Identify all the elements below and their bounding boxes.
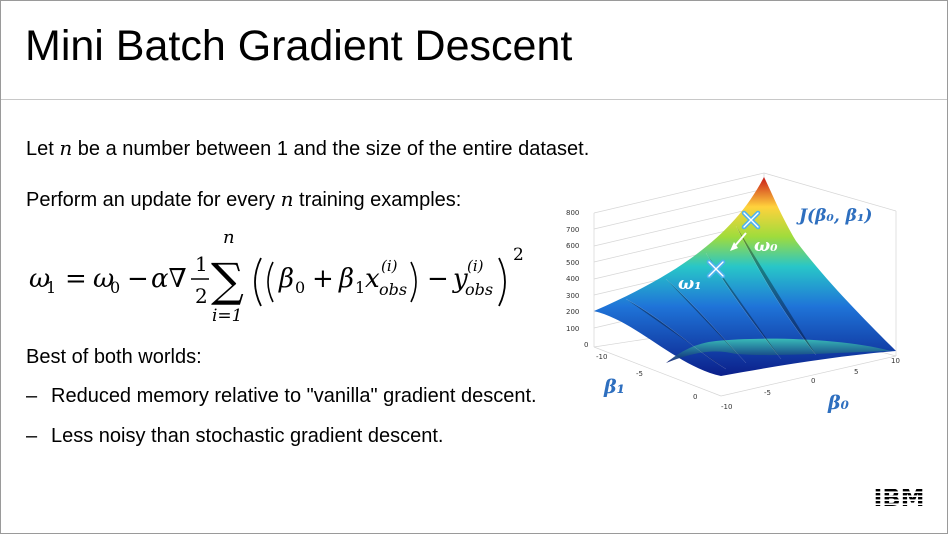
bullet-dash: – xyxy=(26,425,38,447)
z-tick: 200 xyxy=(566,308,579,316)
title-divider xyxy=(1,99,947,100)
formula-equals: = xyxy=(65,264,87,294)
formula-exponent: 2 xyxy=(513,245,524,265)
formula-sigma: ∑ xyxy=(211,253,244,307)
cost-surface xyxy=(594,177,896,376)
j-cost-label: J(β₀, β₁) xyxy=(796,206,872,226)
beta0-tick: -10 xyxy=(721,403,732,411)
formula-minus: − xyxy=(127,264,149,294)
bullet-dash: – xyxy=(26,385,38,407)
beta1-tick: 0 xyxy=(693,393,697,401)
slide-title: Mini Batch Gradient Descent xyxy=(25,22,573,70)
cost-surface-plot: 800 700 600 500 400 300 200 100 0 10 5 0… xyxy=(566,172,900,414)
formula-omega0-sub: 0 xyxy=(110,278,120,297)
z-axis-ticks: 800 700 600 500 400 300 200 100 0 xyxy=(566,209,588,349)
formula-y-sub: obs xyxy=(465,280,493,299)
text-part: Perform an update for every xyxy=(26,189,281,211)
formula-sum-lower: i=1 xyxy=(212,306,243,326)
ibm-logo-text: IBM xyxy=(873,485,924,509)
beta1-tick: -10 xyxy=(596,353,607,361)
plot-labels: ω₀ ω₁ J(β₀, β₁) β₁ β₀ xyxy=(603,206,872,414)
z-tick: 100 xyxy=(566,325,579,333)
beta0-tick: 10 xyxy=(891,357,900,365)
z-tick: 300 xyxy=(566,292,579,300)
formula-beta0: β xyxy=(278,264,294,294)
z-tick: 700 xyxy=(566,226,579,234)
beta0-tick: -5 xyxy=(764,389,771,397)
text-line-dataset: Let n be a number between 1 and the size… xyxy=(26,136,589,161)
z-tick: 600 xyxy=(566,242,579,250)
gradient-step-arrow xyxy=(733,232,747,248)
formula-x-sub: obs xyxy=(379,280,407,299)
formula-omega1-sub: 1 xyxy=(46,278,56,297)
formula-y-sup: (i) xyxy=(467,257,484,275)
text-part: training examples: xyxy=(293,189,462,211)
formula-beta0-sub: 0 xyxy=(295,278,305,297)
formula-x-sup: (i) xyxy=(381,257,398,275)
z-tick: 0 xyxy=(584,341,588,349)
text-part: be a number between 1 and the size of th… xyxy=(72,138,590,160)
gradient-step-arrowhead xyxy=(730,242,738,251)
beta1-tick: -5 xyxy=(636,370,643,378)
formula-beta1-sub: 1 xyxy=(355,278,365,297)
text-part: Let xyxy=(26,138,60,160)
formula-plus: + xyxy=(312,264,334,294)
text-line-best: Best of both worlds: xyxy=(26,346,202,368)
z-tick: 800 xyxy=(566,209,579,217)
omega1-label: ω₁ xyxy=(678,274,702,294)
formula-sum-upper: n xyxy=(223,227,235,248)
formula-beta1: β xyxy=(338,264,354,294)
bullet-text: Less noisy than stochastic gradient desc… xyxy=(51,425,444,447)
math-var-n: n xyxy=(280,187,294,211)
formula-omega0: ω xyxy=(93,264,114,294)
beta1-axis-label: β₁ xyxy=(603,376,625,398)
bullet-item-noise: – Less noisy than stochastic gradient des… xyxy=(26,425,443,448)
z-tick: 500 xyxy=(566,259,579,267)
formula-alpha-nabla: α∇ xyxy=(151,264,187,294)
ibm-logo: IBM xyxy=(873,485,924,509)
formula-omega1: ω xyxy=(29,264,50,294)
text-line-update: Perform an update for every n training e… xyxy=(26,187,461,212)
omega0-label: ω₀ xyxy=(754,236,778,256)
formula-y: y xyxy=(452,264,468,294)
bullet-item-memory: – Reduced memory relative to "vanilla" gr… xyxy=(26,385,537,408)
update-formula: ω 1 = ω 0 − α∇ 1 2 n ∑ i=1 β 0 + β 1 x (… xyxy=(29,227,524,326)
beta0-tick: 5 xyxy=(854,368,858,376)
math-var-n: n xyxy=(59,136,73,160)
bullet-text: Reduced memory relative to "vanilla" gra… xyxy=(51,385,537,407)
paren-inner-right xyxy=(410,261,417,303)
beta0-axis-ticks: 10 5 0 -5 -10 xyxy=(721,357,900,411)
z-tick: 400 xyxy=(566,275,579,283)
beta0-axis-label: β₀ xyxy=(827,392,850,414)
formula-frac-num: 1 xyxy=(195,252,208,276)
paren-outer-right xyxy=(498,257,506,307)
cost-surface-valley xyxy=(666,338,891,363)
surface-mesh xyxy=(625,225,817,370)
beta0-tick: 0 xyxy=(811,377,815,385)
omega1-marker xyxy=(706,259,726,279)
paren-outer-left xyxy=(254,257,262,307)
formula-x: x xyxy=(365,264,380,294)
formula-minus-2: − xyxy=(427,264,449,294)
beta1-axis-ticks: 0 -5 -10 xyxy=(596,353,697,401)
omega0-marker xyxy=(741,210,761,230)
paren-inner-left xyxy=(267,261,274,303)
formula-frac-den: 2 xyxy=(195,284,208,308)
